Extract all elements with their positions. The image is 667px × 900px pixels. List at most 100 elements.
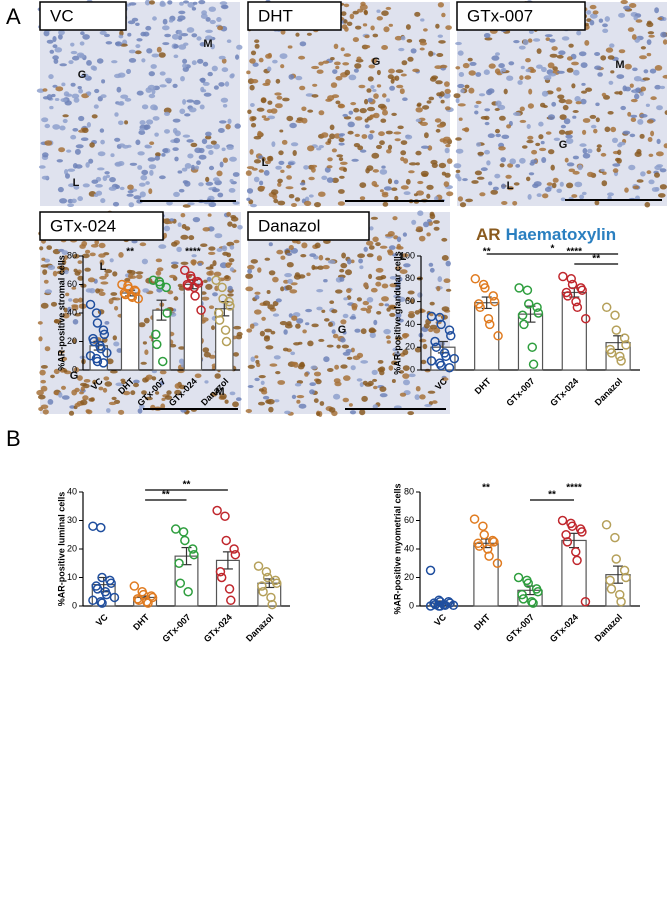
nucleus	[186, 27, 195, 33]
nucleus	[333, 393, 341, 400]
nucleus	[362, 380, 368, 386]
nucleus	[231, 223, 237, 228]
nucleus	[159, 175, 166, 180]
nucleus	[426, 100, 432, 104]
nucleus	[272, 59, 278, 64]
nucleus	[558, 98, 566, 104]
significance: **	[548, 490, 556, 501]
nucleus	[247, 264, 255, 270]
nucleus	[145, 374, 153, 380]
nucleus	[42, 88, 48, 92]
nucleus	[270, 330, 276, 335]
nucleus	[457, 196, 463, 202]
nucleus	[109, 258, 114, 263]
data-point	[601, 302, 612, 313]
nucleus	[229, 267, 235, 272]
nucleus	[394, 336, 403, 341]
nucleus	[579, 143, 587, 147]
nucleus	[219, 393, 227, 400]
nucleus	[262, 395, 270, 400]
nucleus	[255, 359, 260, 364]
nucleus	[343, 19, 348, 24]
nucleus	[279, 53, 288, 59]
nucleus	[247, 268, 253, 274]
nucleus	[391, 360, 398, 366]
nucleus	[198, 0, 206, 5]
nucleus	[261, 156, 266, 162]
error-bar	[156, 299, 167, 321]
nucleus	[271, 141, 276, 148]
nucleus	[654, 65, 663, 71]
nucleus	[159, 84, 167, 88]
data-point	[528, 359, 539, 370]
significance: ****	[567, 247, 583, 258]
data-point	[215, 567, 226, 577]
data-point	[487, 535, 498, 546]
nucleus	[574, 181, 583, 188]
nucleus	[486, 160, 491, 166]
nucleus	[275, 103, 283, 109]
nucleus	[568, 43, 574, 48]
nucleus	[272, 313, 280, 317]
nucleus	[228, 188, 236, 193]
nucleus	[171, 264, 179, 269]
nucleus	[351, 158, 359, 162]
x-tick-label: DHT	[473, 376, 494, 397]
significance: **	[592, 254, 600, 265]
nucleus	[382, 93, 387, 98]
data-point	[493, 331, 503, 341]
data-point	[109, 592, 120, 603]
nucleus	[322, 265, 330, 270]
nucleus	[431, 75, 439, 80]
nucleus	[247, 385, 254, 388]
nucleus	[246, 188, 254, 194]
nucleus	[444, 81, 450, 87]
data-point	[88, 521, 98, 531]
data-point	[528, 598, 538, 608]
nucleus	[525, 58, 531, 63]
nucleus	[388, 245, 396, 250]
nucleus	[92, 379, 97, 385]
nucleus	[429, 267, 435, 273]
nucleus	[484, 121, 490, 126]
nucleus	[608, 80, 614, 85]
nucleus	[54, 47, 63, 53]
nucleus	[193, 99, 201, 105]
nucleus	[297, 341, 303, 345]
nucleus	[221, 58, 227, 64]
nucleus	[560, 124, 567, 129]
nucleus	[600, 168, 605, 172]
nucleus	[656, 105, 663, 111]
nucleus	[291, 203, 297, 207]
nucleus	[359, 196, 366, 201]
nucleus	[458, 117, 463, 121]
nucleus	[323, 356, 330, 363]
nucleus	[664, 110, 667, 115]
nucleus	[389, 305, 397, 310]
nucleus	[250, 259, 258, 264]
nucleus	[381, 283, 389, 289]
nucleus	[648, 153, 654, 157]
nucleus	[250, 103, 255, 107]
nucleus	[592, 10, 599, 15]
nucleus	[346, 258, 352, 265]
nucleus	[618, 49, 626, 54]
nucleus	[246, 70, 251, 75]
nucleus	[368, 273, 373, 279]
data-point	[133, 294, 144, 304]
nucleus	[541, 66, 547, 73]
nucleus	[319, 401, 325, 406]
nucleus	[460, 89, 465, 93]
nucleus	[381, 191, 389, 195]
nucleus	[309, 253, 317, 257]
nucleus	[254, 43, 260, 49]
nucleus	[305, 322, 310, 326]
nucleus	[519, 157, 526, 164]
nucleus	[126, 68, 131, 74]
nucleus	[304, 372, 309, 377]
nucleus	[60, 356, 68, 361]
nucleus	[645, 103, 651, 108]
nucleus	[533, 38, 541, 42]
nucleus	[396, 246, 404, 250]
data-point	[261, 567, 272, 577]
